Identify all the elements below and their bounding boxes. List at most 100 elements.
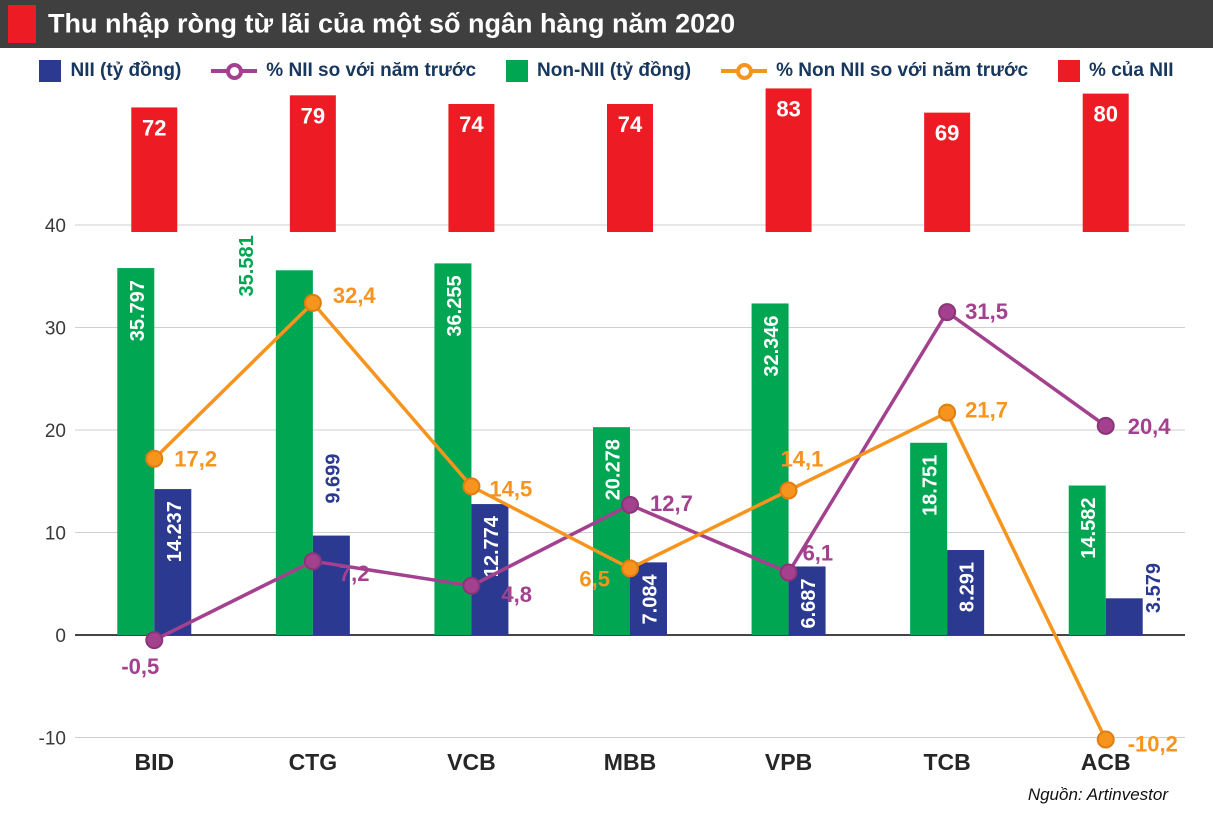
title-accent-square [8,5,36,43]
nii-share-swatch-icon [1058,60,1081,82]
x-category-label-VPB: VPB [765,749,812,775]
line-non-nii-pct-marker-VPB [779,481,798,500]
line-non-nii-pct-label-TCB: 21,7 [965,398,1008,423]
line-non-nii-pct-label-VPB: 14,1 [781,446,824,471]
top-bar-VCB [448,103,495,232]
line-non-nii-pct-label-ACB: -10,2 [1128,732,1178,757]
non-nii-pct-dot-icon [736,63,754,80]
legend-item-nii-pct: % NII so với năm trước [211,60,476,82]
top-bar-label-TCB: 69 [935,121,959,146]
non-nii-label-TCB: 18.751 [920,455,942,516]
x-axis-labels: BID CTG VCB MBB VPB TCB ACB [134,749,1130,775]
bar-value-labels: 35.797 35.581 36.255 20.278 32.346 18.751 14.5… [127,235,1165,628]
top-bar-label-VCB: 74 [459,112,484,137]
line-non-nii-pct-marker-TCB [938,403,957,422]
line-nii-pct-marker-BID [145,631,164,650]
line-nii-pct-label-BID: -0,5 [121,654,159,679]
line-non-nii-pct: 17,2 32,4 14,5 6,5 14,1 21,7 -10,2 [145,283,1178,757]
top-bar-label-ACB: 80 [1093,102,1117,127]
y-tick-label: 10 [45,524,66,545]
bar-non-nii-CTG [275,270,313,635]
top-bar-label-CTG: 79 [301,103,325,128]
top-bar-TCB [924,112,971,232]
bars [117,263,1143,635]
chart-legend: NII (tỷ đồng) % NII so với năm trước Non… [0,60,1213,82]
nii-label-TCB: 8.291 [957,562,979,612]
bar-non-nii-BID [117,268,155,635]
nii-label-VCB: 12.774 [481,515,503,577]
top-bar-CTG [289,95,336,232]
x-category-label-CTG: CTG [289,749,338,775]
y-tick-label: 30 [45,319,66,340]
nii-label-ACB: 3.579 [1143,563,1165,613]
non-nii-pct-line-marker-icon [721,60,768,82]
line-nii-pct-label-CTG: 7,2 [339,561,370,586]
top-bars-nii-share: 72 79 74 74 83 69 80 [131,88,1129,232]
legend-item-non-nii-pct: % Non NII so với năm trước [721,60,1028,82]
nii-label-MBB: 7.084 [640,574,662,625]
line-nii-pct-label-TCB: 31,5 [965,299,1008,324]
bar-non-nii-ACB [1068,485,1106,635]
chart-svg: 40 30 20 10 0 -10 72 79 74 74 83 69 80 35.797 35.581 36… [39,88,1185,804]
top-bar-label-MBB: 74 [618,112,643,137]
bar-non-nii-TCB [910,442,948,635]
non-nii-label-CTG: 35.581 [236,235,258,296]
bar-nii-BID [154,489,192,635]
non-nii-label-MBB: 20.278 [603,439,625,500]
nii-pct-line-marker-icon [211,60,258,82]
bar-nii-TCB [947,550,985,635]
legend-label-nii: NII (tỷ đồng) [70,60,182,81]
page-title: Thu nhập ròng từ lãi của một số ngân hàn… [48,8,736,39]
line-non-nii-pct-marker-VCB [462,477,481,496]
nii-label-BID: 14.237 [164,501,186,562]
line-nii-pct: -0,5 7,2 4,8 12,7 6,1 31,5 20,4 [121,299,1171,679]
non-nii-label-VPB: 32.346 [761,315,783,376]
legend-item-nii-share: % của NII [1058,60,1174,82]
nii-swatch-icon [39,60,62,82]
line-non-nii-pct-label-BID: 17,2 [174,447,217,472]
non-nii-label-ACB: 14.582 [1078,498,1100,559]
top-bar-label-BID: 72 [142,115,166,140]
bar-non-nii-VPB [751,303,789,635]
y-tick-label: 20 [45,421,66,442]
bar-nii-CTG [312,535,350,635]
line-non-nii-pct-marker-CTG [303,293,322,312]
non-nii-swatch-icon [506,60,529,82]
x-category-label-BID: BID [134,749,174,775]
top-bar-MBB [607,103,653,232]
y-tick-label: -10 [39,729,66,750]
line-nii-pct-marker-ACB [1096,416,1115,435]
nii-label-VPB: 6.687 [798,578,820,628]
non-nii-label-VCB: 36.255 [444,275,466,336]
top-bar-VPB [765,88,812,232]
line-nii-pct-label-ACB: 20,4 [1128,414,1172,439]
legend-label-non-nii: Non-NII (tỷ đồng) [537,60,692,81]
line-nii-pct-marker-VPB [779,563,798,582]
line-nii-pct-marker-CTG [303,552,322,571]
line-nii-pct-marker-TCB [938,303,957,322]
legend-item-nii: NII (tỷ đồng) [39,60,181,82]
title-bar: Thu nhập ròng từ lãi của một số ngân hàn… [0,0,1213,48]
nii-label-CTG: 9.699 [322,454,344,504]
line-non-nii-pct-label-MBB: 6,5 [579,566,610,591]
bar-non-nii-MBB [593,427,630,635]
line-non-nii-pct-label-CTG: 32,4 [333,283,377,308]
source-credit: Nguồn: Artinvestor [1028,785,1169,804]
legend-item-non-nii: Non-NII (tỷ đồng) [506,60,691,82]
x-category-label-VCB: VCB [447,749,496,775]
legend-label-non-nii-pct: % Non NII so với năm trước [776,60,1029,81]
line-nii-pct-marker-VCB [462,576,481,595]
non-nii-label-BID: 35.797 [127,280,149,341]
x-category-label-TCB: TCB [924,749,971,775]
top-bar-ACB [1082,93,1129,232]
top-bar-BID [131,107,178,232]
line-nii-pct-label-VPB: 6,1 [803,540,834,565]
line-non-nii-pct-marker-ACB [1096,730,1115,749]
bar-nii-ACB [1105,598,1143,635]
legend-label-nii-share: % của NII [1089,60,1174,81]
legend-label-nii-pct: % NII so với năm trước [266,60,477,81]
line-nii-pct-label-MBB: 12,7 [650,491,693,516]
top-bar-label-VPB: 83 [776,96,800,121]
nii-pct-dot-icon [226,63,244,80]
